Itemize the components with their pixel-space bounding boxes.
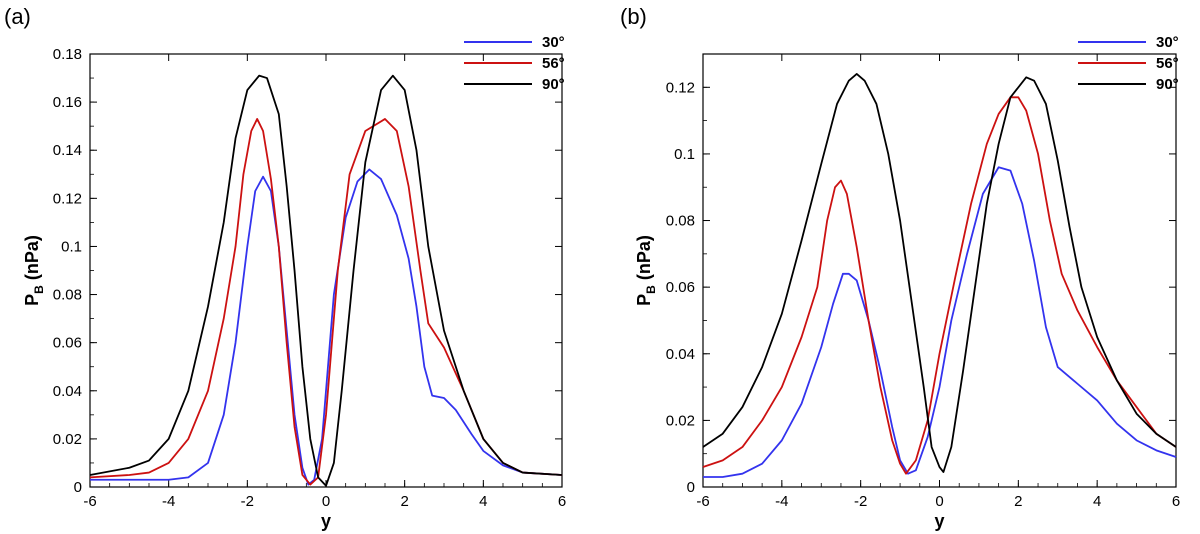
y-tick-label: 0 — [74, 479, 82, 496]
y-tick-label: 0.12 — [53, 190, 82, 207]
x-tick-label: 6 — [1172, 493, 1180, 510]
legend-label: 90° — [1156, 76, 1179, 93]
series-line-3 — [702, 73, 1177, 473]
series-line-1 — [703, 166, 1177, 478]
legend-label: 56° — [542, 55, 565, 72]
y-tick-label: 0.1 — [61, 238, 82, 255]
series-line-2 — [702, 96, 1177, 475]
x-tick-label: 4 — [479, 493, 487, 510]
x-axis-title: y — [321, 511, 331, 531]
y-tick-label: 0.06 — [666, 279, 695, 296]
chart-panel-b: (b) -6 -4 -2 0 2 4 6 0 0.02 0.04 0.06 0.08 0.1 0.12 y P… — [620, 4, 1180, 531]
y-axis-title: PB (nPa) — [634, 235, 658, 306]
y-tick-label: 0 — [687, 479, 695, 496]
x-tick-label: -2 — [241, 493, 254, 510]
x-tick-label: 2 — [400, 493, 408, 510]
plot-frame — [89, 53, 563, 488]
x-tick-label: -6 — [83, 493, 96, 510]
x-tick-label: -4 — [162, 493, 175, 510]
x-tick-label: -2 — [854, 493, 867, 510]
y-tick-label: 0.08 — [53, 287, 82, 304]
y-tick-label: 0.04 — [53, 383, 82, 400]
series-line-2 — [89, 118, 563, 486]
y-tick-label: 0.02 — [666, 412, 695, 429]
x-tick-label: 0 — [935, 493, 943, 510]
x-tick-label: 0 — [322, 493, 330, 510]
x-tick-label: 6 — [558, 493, 566, 510]
y-tick-label: 0.06 — [53, 335, 82, 352]
panel-label: (b) — [620, 4, 647, 29]
x-axis-title: y — [934, 511, 944, 531]
legend-label: 30° — [542, 34, 565, 51]
y-tick-label: 0.08 — [666, 213, 695, 230]
y-tick-label: 0.14 — [53, 142, 82, 159]
plot-frame — [702, 53, 1177, 488]
x-tick-label: -4 — [775, 493, 788, 510]
panel-label: (a) — [4, 4, 31, 29]
y-tick-label: 0.1 — [674, 146, 695, 163]
x-tick-label: 4 — [1093, 493, 1101, 510]
chart-panel-a: (a) -6 -4 -2 0 2 4 6 0 0.02 0.04 0.06 0.08 0.1 0.12 0.… — [4, 4, 566, 531]
y-tick-label: 0.12 — [666, 79, 695, 96]
series-line-1 — [90, 168, 563, 486]
x-tick-label: 2 — [1014, 493, 1022, 510]
y-tick-label: 0.18 — [53, 46, 82, 63]
x-tick-label: -6 — [696, 493, 709, 510]
legend-label: 56° — [1156, 55, 1179, 72]
legend-label: 30° — [1156, 34, 1179, 51]
series-line-3 — [89, 74, 563, 487]
y-tick-label: 0.16 — [53, 94, 82, 111]
y-tick-label: 0.04 — [666, 346, 695, 363]
y-axis-title: PB (nPa) — [22, 235, 46, 306]
y-tick-label: 0.02 — [53, 431, 82, 448]
legend-label: 90° — [542, 76, 565, 93]
